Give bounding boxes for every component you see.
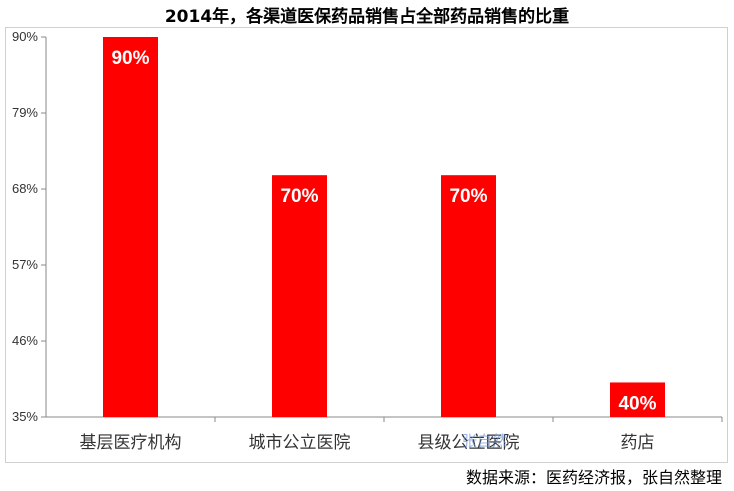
bar — [272, 175, 327, 417]
y-tick-label: 57% — [12, 257, 38, 272]
bar — [610, 382, 665, 417]
y-tick-label: 79% — [12, 105, 38, 120]
bar — [441, 175, 496, 417]
data-label: 70% — [280, 186, 318, 207]
y-tick-label: 68% — [12, 181, 38, 196]
x-tick-label: 城市公立医院 — [249, 433, 351, 453]
y-tick-label: 90% — [12, 29, 38, 44]
watermark: 张自然 — [462, 432, 508, 450]
y-tick-label: 35% — [12, 409, 38, 424]
bar — [103, 37, 158, 417]
x-tick-label: 基层医疗机构 — [80, 433, 182, 453]
source-note: 数据来源：医药经济报，张自然整理 — [465, 468, 722, 487]
chart-frame — [5, 27, 728, 463]
data-label: 90% — [111, 48, 149, 69]
x-tick-label: 县级公立医院 — [418, 433, 520, 453]
data-label: 40% — [618, 393, 656, 414]
y-tick-label: 46% — [12, 333, 38, 348]
x-tick-label: 药店 — [621, 433, 655, 453]
chart-title: 2014年，各渠道医保药品销售占全部药品销售的比重 — [164, 7, 570, 27]
data-label: 70% — [449, 186, 487, 207]
